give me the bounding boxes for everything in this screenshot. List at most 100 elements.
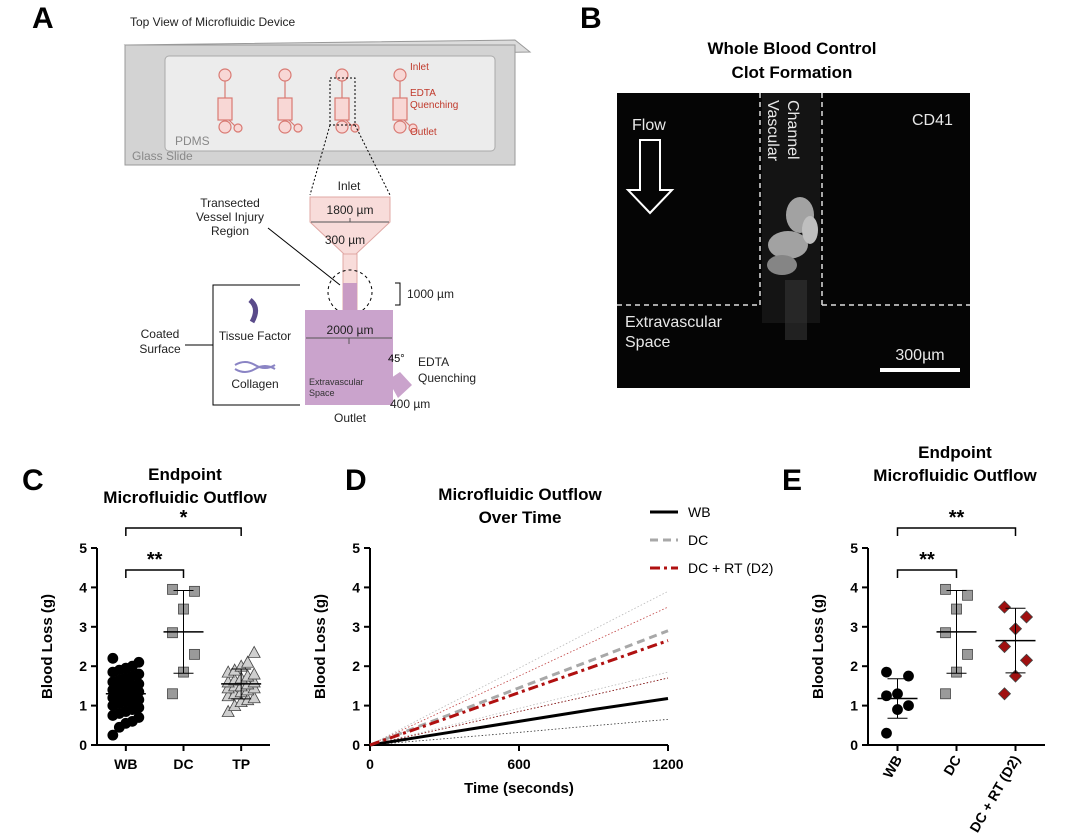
- chart-title: Microfluidic Outflow: [873, 466, 1037, 485]
- label: Space: [309, 388, 335, 398]
- significance-label: **: [147, 549, 163, 571]
- data-point: [107, 729, 119, 741]
- data-point: [247, 645, 261, 658]
- panel-label: B: [580, 2, 602, 35]
- y-tick-label: 2: [850, 658, 858, 674]
- x-tick-label: WB: [114, 756, 137, 772]
- y-tick-label: 5: [352, 540, 360, 556]
- data-point: [881, 727, 892, 739]
- x-tick-label: 0: [366, 756, 374, 772]
- label: Quenching: [418, 371, 476, 385]
- panel-label: A: [32, 2, 54, 35]
- label: Flow: [632, 117, 666, 134]
- chart-title: Endpoint: [918, 443, 992, 462]
- label: 400 µm: [390, 397, 430, 411]
- legend-label: DC + RT (D2): [688, 560, 773, 576]
- label: Glass Slide: [132, 149, 193, 163]
- data-point: [247, 690, 261, 704]
- data-point: [997, 600, 1012, 614]
- y-axis-label: Blood Loss (g): [39, 594, 56, 699]
- chart-title: Over Time: [479, 508, 562, 527]
- label: CD41: [912, 112, 953, 129]
- significance-bracket: [125, 527, 242, 536]
- device-diagram: Top View of Microfluidic Device Inlet ED…: [123, 15, 532, 425]
- label: Channel: [784, 100, 801, 160]
- y-tick-label: 3: [352, 619, 360, 635]
- data-point: [962, 648, 973, 660]
- label: Tissue Factor: [219, 329, 291, 343]
- label: Outlet: [334, 411, 367, 425]
- bound-line: [369, 606, 669, 746]
- label: 2000 µm: [327, 323, 374, 337]
- data-point: [903, 700, 914, 711]
- y-tick-label: 1: [850, 698, 858, 714]
- data-point: [997, 639, 1012, 654]
- panel-label: E: [782, 464, 802, 497]
- data-point: [221, 704, 235, 717]
- x-tick-label: 600: [507, 756, 531, 772]
- data-point: [167, 583, 178, 595]
- y-tick-label: 0: [352, 737, 360, 753]
- y-tick-label: 4: [850, 579, 858, 595]
- data-point: [189, 648, 200, 660]
- legend-label: WB: [688, 504, 711, 520]
- x-tick-label: TP: [232, 756, 250, 772]
- y-tick-label: 5: [79, 540, 87, 556]
- bound-line: [369, 671, 669, 746]
- y-tick-label: 4: [79, 579, 87, 595]
- label: Region: [211, 224, 249, 238]
- bound-line: [369, 718, 669, 746]
- data-point: [1019, 610, 1034, 624]
- scale-bar-label: 300µm: [895, 347, 944, 364]
- data-point: [133, 656, 145, 668]
- y-tick-label: 2: [352, 658, 360, 674]
- y-tick-label: 0: [850, 737, 858, 753]
- x-tick-label: WB: [880, 753, 906, 781]
- label: 1800 µm: [327, 203, 374, 217]
- data-point: [940, 627, 951, 639]
- diagram-title: Top View of Microfluidic Device: [130, 15, 296, 29]
- label: Outlet: [410, 127, 437, 138]
- series-line: [369, 697, 669, 747]
- x-axis-label: Time (seconds): [464, 780, 574, 797]
- x-tick-label: DC: [940, 753, 964, 779]
- chart-title: Microfluidic Outflow: [103, 488, 267, 507]
- label: Space: [625, 334, 670, 351]
- data-point: [167, 688, 178, 700]
- data-point: [997, 687, 1012, 701]
- label: Vascular: [764, 100, 781, 162]
- significance-label: *: [180, 507, 188, 529]
- y-tick-label: 2: [79, 658, 87, 674]
- y-tick-label: 3: [850, 619, 858, 635]
- data-point: [247, 667, 261, 680]
- y-axis-label: Blood Loss (g): [810, 594, 827, 699]
- data-point: [189, 585, 200, 597]
- label: 1000 µm: [407, 287, 454, 301]
- chart-title: Microfluidic Outflow: [438, 485, 602, 504]
- data-point: [167, 627, 178, 639]
- y-tick-label: 1: [352, 698, 360, 714]
- significance-label: **: [919, 549, 935, 571]
- label: Coated: [141, 327, 180, 341]
- y-tick-label: 3: [79, 619, 87, 635]
- data-point: [133, 668, 145, 680]
- label: EDTA: [418, 355, 449, 369]
- significance-label: **: [949, 507, 965, 529]
- data-point: [240, 655, 255, 668]
- significance-bracket: [125, 569, 185, 578]
- data-point: [107, 652, 119, 664]
- label: Extravascular: [309, 377, 364, 387]
- image-title: Whole Blood Control: [707, 39, 876, 58]
- data-point: [940, 688, 951, 700]
- y-axis-label: Blood Loss (g): [312, 594, 329, 699]
- label: Vessel Injury: [196, 210, 264, 224]
- data-point: [903, 670, 914, 682]
- series-line: [369, 629, 669, 747]
- label: 45°: [388, 353, 405, 365]
- data-point: [881, 666, 892, 678]
- y-tick-label: 4: [352, 579, 360, 595]
- image-title: Clot Formation: [732, 63, 853, 82]
- label: EDTA: [410, 88, 436, 99]
- y-tick-label: 0: [79, 737, 87, 753]
